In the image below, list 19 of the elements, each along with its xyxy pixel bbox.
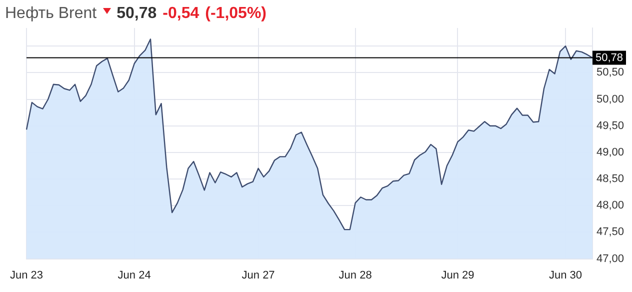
- x-tick-label: Jun 29: [441, 269, 474, 282]
- y-tick-label: 48,00: [596, 200, 624, 212]
- y-tick-label: 49,50: [596, 120, 624, 132]
- y-tick-label: 49,00: [596, 146, 624, 158]
- text: -0,54: [162, 5, 200, 23]
- y-tick-label: 50,00: [596, 93, 624, 106]
- x-tick-label: Jun 30: [549, 269, 582, 282]
- y-tick-label: 50,50: [596, 66, 624, 79]
- y-tick-label: 48,50: [596, 173, 624, 186]
- x-tick-label: Jun 28: [338, 269, 372, 282]
- x-tick-label: Jun 23: [10, 269, 44, 282]
- y-tick-label: 47,00: [596, 252, 624, 265]
- x-tick-label: Jun 27: [242, 269, 275, 282]
- ref-line-label: 50,78: [595, 52, 624, 64]
- x-tick-label: Jun 24: [118, 269, 151, 282]
- y-tick-label: 47,50: [596, 226, 624, 238]
- chart-title: Нефть Brent: [5, 5, 97, 23]
- text: 50,78: [116, 5, 157, 23]
- text: (-1,05%): [205, 5, 266, 23]
